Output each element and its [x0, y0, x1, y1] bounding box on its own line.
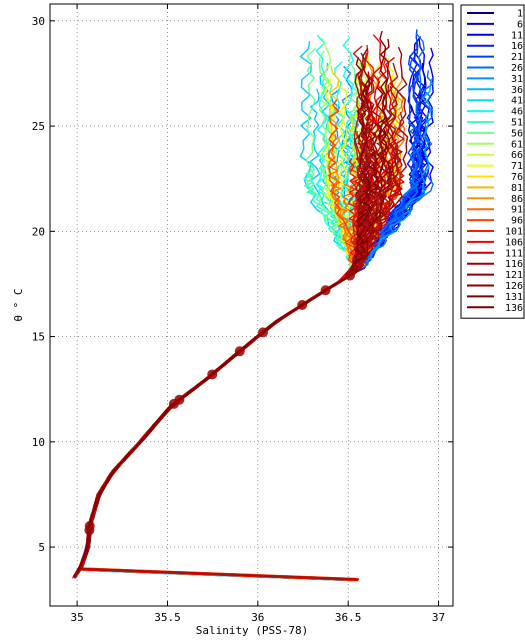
highlight-marker: [207, 369, 218, 380]
y-axis-label: θ ° C: [12, 288, 25, 321]
legend-entry: 11: [511, 30, 523, 41]
highlight-marker: [297, 300, 308, 310]
x-axis-label: Salinity (PSS-78): [196, 624, 309, 637]
legend-entry: 26: [511, 63, 523, 74]
y-tick-label: 25: [32, 120, 45, 133]
highlight-marker: [84, 521, 95, 532]
highlight-marker: [344, 270, 355, 281]
x-tick-label: 35.5: [154, 611, 181, 624]
legend-entry: 51: [511, 118, 523, 129]
legend-entry: 31: [511, 74, 523, 85]
legend-entry: 121: [505, 270, 523, 281]
legend-entry: 16: [511, 41, 523, 52]
legend-entry: 61: [511, 139, 523, 150]
highlight-marker: [174, 394, 185, 405]
legend: 1611162126313641465156616671768186919610…: [460, 4, 525, 319]
legend-entry: 76: [511, 172, 523, 183]
series-line: [72, 161, 372, 578]
x-tick-label: 35: [70, 611, 83, 624]
y-tick-label: 10: [32, 436, 45, 449]
legend-entry: 91: [511, 205, 523, 216]
highlight-marker: [257, 327, 268, 338]
y-tick-label: 30: [32, 15, 45, 28]
grid-lines: [50, 4, 453, 606]
legend-entry: 126: [505, 281, 523, 292]
legend-entry: 96: [511, 216, 523, 227]
legend-entry: 56: [511, 128, 523, 139]
legend-entry: 46: [511, 107, 523, 118]
y-tick-label: 15: [32, 331, 45, 344]
legend-entry: 1: [517, 9, 523, 20]
highlight-marker: [320, 285, 331, 296]
x-tick-label: 36.5: [335, 611, 362, 624]
legend-entry: 6: [517, 19, 523, 30]
x-tick-label: 36: [251, 611, 264, 624]
legend-entry: 81: [511, 183, 523, 194]
y-tick-label: 5: [38, 541, 45, 554]
legend-entry: 86: [511, 194, 523, 205]
series-group: [71, 29, 434, 582]
legend-entry: 66: [511, 150, 523, 161]
highlight-marker: [234, 346, 245, 357]
legend-entry: 111: [505, 248, 523, 259]
legend-entry: 136: [505, 303, 523, 314]
legend-entry: 41: [511, 96, 523, 107]
legend-entry: 131: [505, 292, 523, 303]
y-tick-label: 20: [32, 225, 45, 238]
axis-ticks: 35 35.5 36 36.5 37 5 10 15 20 25 30: [32, 4, 453, 624]
legend-entry: 36: [511, 85, 523, 96]
x-tick-label: 37: [432, 611, 445, 624]
legend-entry: 106: [505, 237, 523, 248]
legend-entry: 21: [511, 52, 523, 63]
plot-frame: [49, 3, 454, 607]
legend-entry: 116: [505, 259, 523, 270]
legend-entry: 101: [505, 227, 523, 238]
legend-entry: 71: [511, 161, 523, 172]
